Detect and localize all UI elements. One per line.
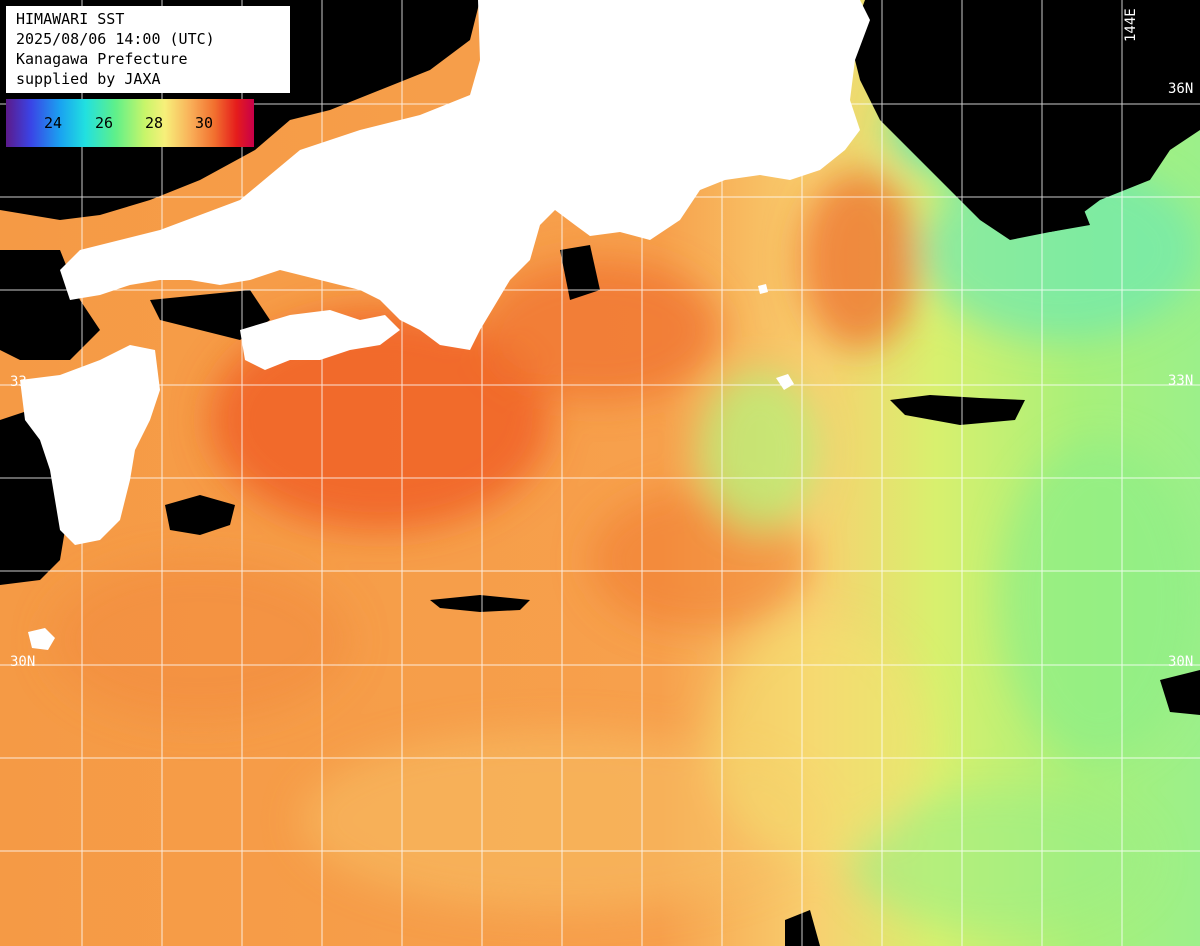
- land-island: [28, 628, 55, 650]
- cool-patch: [850, 790, 1150, 930]
- mid-patch: [710, 620, 930, 860]
- land-honshu: [60, 0, 870, 350]
- lat-label-33n-right: 33N: [1168, 373, 1194, 389]
- land-kyushu: [20, 345, 160, 545]
- legend-tick-24: 24: [44, 114, 63, 132]
- legend-tick-26: 26: [95, 114, 114, 132]
- mid-patch: [300, 730, 820, 910]
- warm-patch: [210, 310, 550, 530]
- land-shikoku: [240, 310, 400, 370]
- no-data-patch: [1160, 670, 1200, 715]
- cool-patch: [1000, 440, 1200, 760]
- land-masses: [20, 0, 870, 650]
- lat-label-30n-left: 30N: [10, 654, 36, 670]
- credit-line: supplied by JAXA: [16, 70, 161, 88]
- no-data-shikoku-gap: [150, 290, 270, 340]
- land-island: [776, 374, 794, 390]
- no-data-patch: [1040, 200, 1090, 232]
- no-data-patch: [165, 495, 235, 535]
- lat-label-36n-right: 36N: [1168, 81, 1194, 97]
- no-data-patch: [890, 395, 1025, 425]
- no-data-patch: [560, 245, 600, 300]
- region-line: Kanagawa Prefecture: [16, 50, 188, 68]
- lat-label-30n-right: 30N: [1168, 654, 1194, 670]
- lat-label-33-left: 33: [10, 374, 27, 390]
- info-box: HIMAWARI SST 2025/08/06 14:00 (UTC) Kana…: [6, 6, 290, 93]
- legend-tick-28: 28: [145, 114, 164, 132]
- warm-patch: [50, 560, 350, 720]
- legend-tick-30: 30: [195, 114, 214, 132]
- temperature-legend: 24 26 28 30: [6, 99, 254, 147]
- title-line: HIMAWARI SST: [16, 10, 125, 28]
- warm-patch: [800, 170, 920, 350]
- warm-patch: [480, 260, 720, 400]
- no-data-patch: [430, 595, 530, 612]
- lon-label-136e: 136E: [484, 6, 500, 40]
- timestamp-line: 2025/08/06 14:00 (UTC): [16, 30, 215, 48]
- lon-label-144e: 144E: [1123, 8, 1139, 42]
- no-data-top-right: [850, 0, 1200, 240]
- no-data-left-mid: [0, 250, 100, 360]
- cool-patch: [700, 370, 820, 530]
- land-island: [758, 284, 768, 294]
